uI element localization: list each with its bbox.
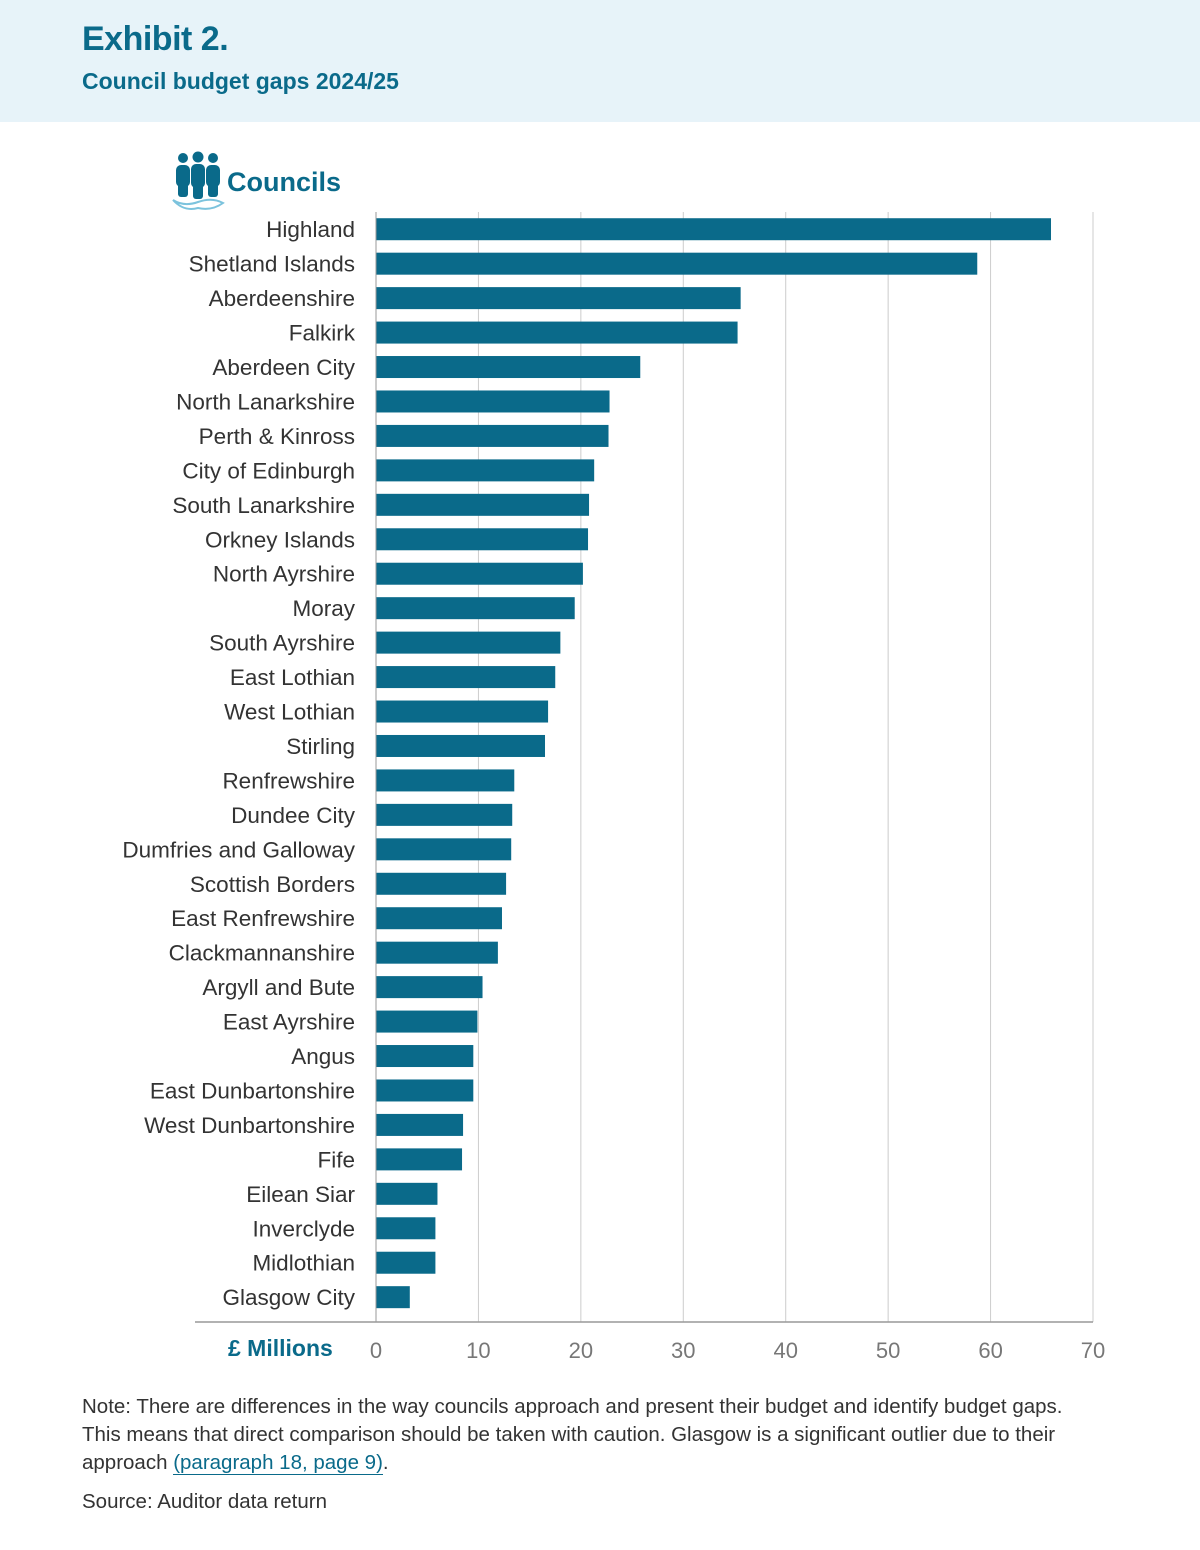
- category-label: Shetland Islands: [189, 252, 355, 277]
- bar: [376, 252, 978, 275]
- bar: [376, 941, 498, 964]
- exhibit-header: Exhibit 2. Council budget gaps 2024/25: [0, 0, 1200, 122]
- chart-title: Council budget gaps 2024/25: [82, 68, 399, 94]
- bar: [376, 597, 575, 620]
- x-tick-label: 60: [978, 1338, 1002, 1363]
- x-tick-label: 10: [466, 1338, 490, 1363]
- category-label: South Ayrshire: [209, 631, 355, 656]
- bar: [376, 356, 641, 379]
- x-tick-label: 30: [671, 1338, 695, 1363]
- x-tick-label: 50: [876, 1338, 900, 1363]
- category-label: Aberdeenshire: [209, 286, 355, 311]
- category-label: East Lothian: [230, 665, 355, 690]
- bar: [376, 1148, 463, 1171]
- bar: [376, 1217, 436, 1240]
- bar: [376, 803, 513, 826]
- x-tick-label: 20: [569, 1338, 593, 1363]
- category-label: City of Edinburgh: [182, 458, 355, 483]
- category-label: Moray: [292, 596, 355, 621]
- bar-chart: Highland Shetland Islands Aberdeenshire Fal…: [122, 212, 1105, 1363]
- bar: [376, 976, 483, 999]
- category-label: Highland: [266, 217, 355, 242]
- x-axis-label: £ Millions: [228, 1335, 333, 1361]
- axis-label-councils: Councils: [227, 167, 342, 197]
- category-label: Dumfries and Galloway: [122, 837, 355, 862]
- category-label: Scottish Borders: [190, 872, 355, 897]
- x-tick-label: 0: [370, 1338, 382, 1363]
- category-label: East Dunbartonshire: [150, 1078, 355, 1103]
- bar: [376, 838, 512, 861]
- bar: [376, 907, 502, 930]
- bar: [376, 459, 595, 482]
- bar: [376, 631, 561, 654]
- category-label: Clackmannanshire: [169, 941, 355, 966]
- note-end: .: [382, 1451, 389, 1474]
- category-label: North Ayrshire: [213, 562, 355, 587]
- bar: [376, 769, 515, 792]
- bar: [376, 493, 590, 516]
- category-label: East Renfrewshire: [171, 906, 355, 931]
- category-label: Stirling: [286, 734, 355, 759]
- bar: [376, 287, 741, 310]
- category-label: Dundee City: [231, 803, 356, 828]
- category-label: Perth & Kinross: [199, 424, 355, 449]
- chart-source: Source: Auditor data return: [82, 1490, 328, 1513]
- category-label: Midlothian: [252, 1251, 355, 1276]
- bar: [376, 1286, 410, 1309]
- category-label: Glasgow City: [222, 1285, 355, 1310]
- note-text: Note: There are differences in the way c…: [82, 1395, 1063, 1474]
- category-label: Renfrewshire: [222, 768, 355, 793]
- bar: [376, 1010, 478, 1033]
- bar: [376, 1251, 436, 1274]
- bar: [376, 734, 546, 757]
- category-label: Argyll and Bute: [202, 975, 355, 1000]
- bar: [376, 424, 609, 447]
- chart-note: Note: There are differences in the way c…: [82, 1393, 1102, 1477]
- category-label: Fife: [317, 1147, 355, 1172]
- bar: [376, 218, 1052, 241]
- bar: [376, 562, 583, 585]
- people-group-icon: [170, 150, 226, 217]
- bar: [376, 321, 738, 344]
- category-label: Aberdeen City: [212, 355, 355, 380]
- category-label: South Lanarkshire: [172, 493, 355, 518]
- bar: [376, 1045, 474, 1068]
- category-label: West Dunbartonshire: [144, 1113, 355, 1138]
- x-tick-label: 40: [773, 1338, 797, 1363]
- category-label: North Lanarkshire: [176, 389, 355, 414]
- bar: [376, 1182, 438, 1205]
- category-label: Angus: [291, 1044, 355, 1069]
- category-label: Eilean Siar: [246, 1182, 355, 1207]
- category-label: East Ayrshire: [223, 1010, 355, 1035]
- x-tick-label: 70: [1081, 1338, 1105, 1363]
- bar: [376, 390, 610, 413]
- bar: [376, 1113, 464, 1136]
- bar: [376, 872, 507, 895]
- bar: [376, 666, 556, 689]
- category-label: Falkirk: [289, 321, 356, 346]
- bar: [376, 1079, 474, 1102]
- bar: [376, 528, 589, 551]
- category-label: Inverclyde: [252, 1216, 355, 1241]
- bar: [376, 700, 549, 723]
- category-label: West Lothian: [224, 700, 355, 725]
- exhibit-number: Exhibit 2.: [82, 20, 229, 58]
- paragraph-link[interactable]: (paragraph 18, page 9): [173, 1451, 383, 1475]
- category-label: Orkney Islands: [205, 527, 355, 552]
